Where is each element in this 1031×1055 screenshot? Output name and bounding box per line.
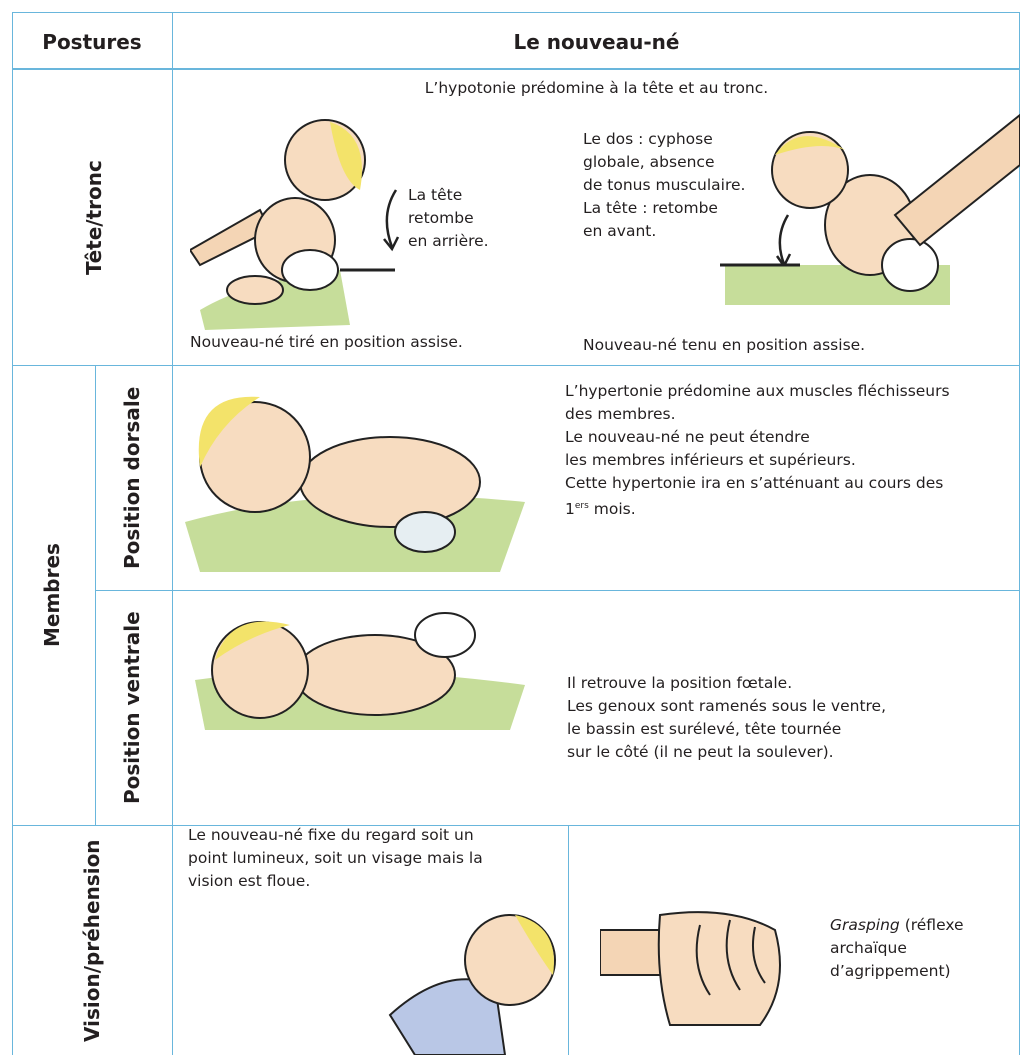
border — [1019, 12, 1020, 1055]
term: Grasping — [830, 916, 900, 934]
border — [12, 12, 1020, 13]
illustration — [185, 396, 525, 572]
note-line: en avant. — [583, 222, 657, 240]
text-line: les membres inférieurs et supérieurs. — [565, 451, 856, 469]
border — [12, 365, 1020, 366]
text: mois. — [588, 500, 636, 519]
hair — [215, 621, 290, 660]
diaper — [394, 511, 456, 553]
border — [568, 825, 569, 1055]
header-cell: Le nouveau-né — [513, 30, 680, 54]
note-line: en arrière. — [408, 232, 489, 250]
intro: L’hypotonie prédomine à la tête et au tr… — [424, 79, 769, 97]
text: 1 — [565, 500, 575, 519]
illustration — [720, 113, 1020, 305]
border — [12, 825, 1020, 826]
text-line: L’hypertonie prédomine aux muscles fléch… — [565, 382, 950, 400]
text: (réflexe — [899, 916, 964, 934]
head — [771, 131, 849, 209]
hair — [775, 136, 845, 155]
note: La tête retombe en arrière. — [408, 184, 489, 253]
border — [12, 68, 1020, 70]
body — [299, 436, 481, 528]
note-line: Le dos : cyphose — [583, 130, 713, 148]
diaper — [881, 238, 939, 292]
border — [95, 590, 1020, 591]
text-line: des membres. — [565, 405, 676, 423]
hair — [515, 915, 554, 975]
arrow — [383, 189, 400, 252]
border — [172, 12, 173, 1055]
illustration — [600, 911, 781, 1026]
text-line: Les genoux sont ramenés sous le ventre, — [567, 697, 887, 715]
text-line: Le nouveau-né fixe du regard soit un — [188, 826, 474, 844]
row-label: Tête/tronc — [82, 160, 106, 275]
caption: Nouveau-né tenu en position assise. — [583, 336, 866, 354]
illustration — [195, 612, 525, 730]
illustration — [388, 914, 556, 1055]
diaper — [281, 249, 339, 291]
text-line: archaïque — [830, 939, 907, 957]
text-block: Le nouveau-né fixe du regard soit un poi… — [188, 824, 483, 893]
note-line: globale, absence — [583, 153, 715, 171]
text-line: Il retrouve la position fœtale. — [567, 674, 793, 692]
leg — [226, 275, 284, 305]
border — [95, 365, 96, 825]
text-line: le bassin est surélevé, tête tournée — [567, 720, 842, 738]
sub-label: Position ventrale — [120, 611, 144, 805]
note-line: de tonus musculaire. — [583, 176, 746, 194]
sub-label: Position dorsale — [120, 386, 144, 570]
text-line: point lumineux, soit un visage mais la — [188, 849, 483, 867]
row-label: Vision/préhension — [80, 839, 104, 1042]
text-block: Grasping (réflexe archaïque d’agrippemen… — [830, 914, 964, 983]
text-block: Il retrouve la position fœtale. Les geno… — [567, 672, 886, 764]
note-line: La tête — [408, 186, 463, 204]
text-line: 1ers mois. — [565, 495, 950, 521]
note-line: La tête : retombe — [583, 199, 718, 217]
hair — [198, 396, 260, 467]
hair — [330, 122, 362, 190]
arm — [893, 113, 1020, 247]
text-line: d’agrippement) — [830, 962, 951, 980]
text-line: Le nouveau-né ne peut étendre — [565, 428, 810, 446]
fingers — [695, 919, 766, 996]
illustration — [190, 119, 395, 330]
text-block: L’hypertonie prédomine aux muscles fléch… — [565, 380, 950, 521]
note: Le dos : cyphose globale, absence de ton… — [583, 128, 745, 243]
border — [12, 12, 13, 1055]
header-cell: Postures — [42, 30, 142, 54]
text-line: Grasping (réflexe — [830, 914, 964, 937]
row-label: Membres — [40, 543, 64, 648]
superscript: ers — [574, 501, 589, 511]
head — [211, 621, 309, 719]
text-line: Cette hypertonie ira en s’atténuant au c… — [565, 474, 944, 492]
caption: Nouveau-né tiré en position assise. — [190, 333, 463, 351]
text-line: sur le côté (il ne peut la soulever). — [567, 743, 834, 761]
diaper — [414, 612, 476, 658]
text-line: vision est floue. — [188, 872, 311, 890]
fist — [657, 911, 781, 1026]
note-line: retombe — [408, 209, 474, 227]
